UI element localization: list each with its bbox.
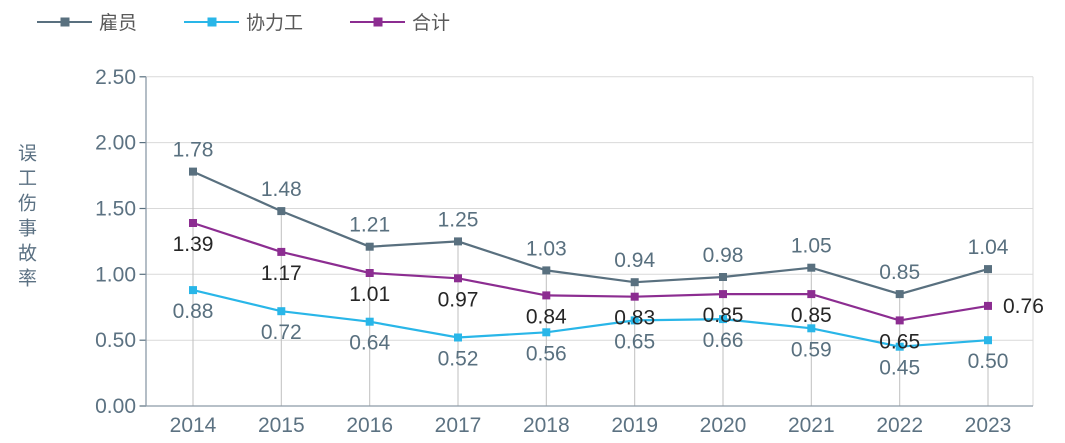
svg-text:0.50: 0.50 [95, 329, 136, 352]
svg-text:2021: 2021 [788, 414, 835, 437]
svg-text:1.48: 1.48 [261, 178, 302, 201]
svg-text:2014: 2014 [170, 414, 217, 437]
svg-text:1.21: 1.21 [349, 214, 390, 237]
svg-text:0.66: 0.66 [703, 329, 744, 352]
svg-text:2017: 2017 [435, 414, 482, 437]
svg-text:2023: 2023 [965, 414, 1012, 437]
svg-text:0.98: 0.98 [703, 244, 744, 267]
svg-text:0.59: 0.59 [791, 338, 832, 361]
svg-text:1.78: 1.78 [173, 139, 214, 162]
svg-text:2015: 2015 [258, 414, 305, 437]
svg-text:2.50: 2.50 [95, 66, 136, 89]
svg-text:1.03: 1.03 [526, 237, 567, 260]
svg-text:0.64: 0.64 [349, 332, 390, 355]
svg-text:0.85: 0.85 [879, 261, 920, 284]
svg-text:0.83: 0.83 [614, 307, 655, 330]
svg-text:0.94: 0.94 [614, 249, 655, 272]
svg-text:2018: 2018 [523, 414, 570, 437]
svg-text:0.52: 0.52 [438, 348, 479, 371]
svg-text:0.88: 0.88 [173, 300, 214, 323]
svg-text:0.85: 0.85 [791, 304, 832, 327]
svg-text:0.85: 0.85 [703, 304, 744, 327]
svg-text:0.76: 0.76 [1003, 295, 1044, 318]
svg-text:0.45: 0.45 [879, 357, 920, 380]
svg-text:2020: 2020 [700, 414, 747, 437]
svg-text:1.00: 1.00 [95, 263, 136, 286]
svg-text:0.56: 0.56 [526, 342, 567, 365]
svg-text:0.97: 0.97 [438, 288, 479, 311]
svg-text:1.39: 1.39 [173, 233, 214, 256]
svg-text:2016: 2016 [346, 414, 393, 437]
svg-text:1.25: 1.25 [438, 208, 479, 231]
svg-text:2.00: 2.00 [95, 132, 136, 155]
svg-text:0.50: 0.50 [968, 350, 1009, 373]
svg-text:2022: 2022 [876, 414, 923, 437]
svg-text:0.72: 0.72 [261, 321, 302, 344]
svg-text:1.04: 1.04 [968, 236, 1009, 259]
svg-text:1.01: 1.01 [349, 283, 390, 306]
svg-text:1.05: 1.05 [791, 235, 832, 258]
svg-text:2019: 2019 [611, 414, 658, 437]
svg-text:1.50: 1.50 [95, 198, 136, 221]
svg-text:1.17: 1.17 [261, 262, 302, 285]
svg-text:0.65: 0.65 [879, 330, 920, 353]
svg-text:0.00: 0.00 [95, 395, 136, 418]
svg-text:0.65: 0.65 [614, 330, 655, 353]
svg-text:0.84: 0.84 [526, 305, 567, 328]
